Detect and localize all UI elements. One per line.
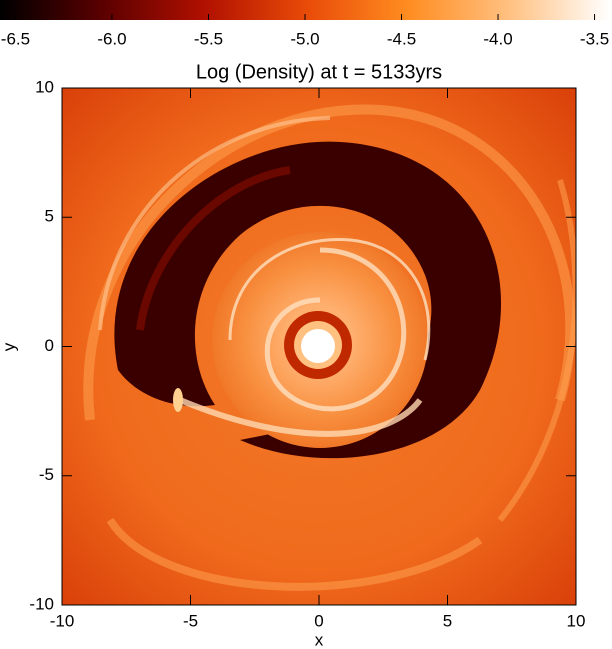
colorbar bbox=[0, 0, 610, 20]
x-tick-label: 0 bbox=[314, 611, 323, 630]
y-tick-label: 5 bbox=[45, 207, 54, 226]
y-tick-label: 10 bbox=[35, 77, 54, 96]
x-axis-label: x bbox=[315, 630, 324, 649]
y-tick-label: 0 bbox=[45, 336, 54, 355]
colorbar-tick-label: -5.5 bbox=[194, 29, 223, 48]
x-tick-label: -5 bbox=[183, 611, 198, 630]
x-tick-label: 5 bbox=[443, 611, 452, 630]
colorbar-tick-label: -6.0 bbox=[97, 29, 126, 48]
y-axis-label: y bbox=[0, 342, 18, 351]
density-image bbox=[62, 88, 576, 605]
y-tick-label: -5 bbox=[39, 465, 54, 484]
chart-title: Log (Density) at t = 5133yrs bbox=[196, 61, 442, 83]
colorbar-tick-label: -4.5 bbox=[387, 29, 416, 48]
x-tick-label: -10 bbox=[50, 611, 75, 630]
colorbar-tick-label: -5.0 bbox=[290, 29, 319, 48]
colorbar-tick-label: -3.5 bbox=[580, 29, 609, 48]
colorbar-tick-label: -4.0 bbox=[483, 29, 512, 48]
x-tick-label: 10 bbox=[567, 611, 586, 630]
colorbar-tick-label: -6.5 bbox=[1, 29, 30, 48]
y-tick-label: -10 bbox=[29, 594, 54, 613]
